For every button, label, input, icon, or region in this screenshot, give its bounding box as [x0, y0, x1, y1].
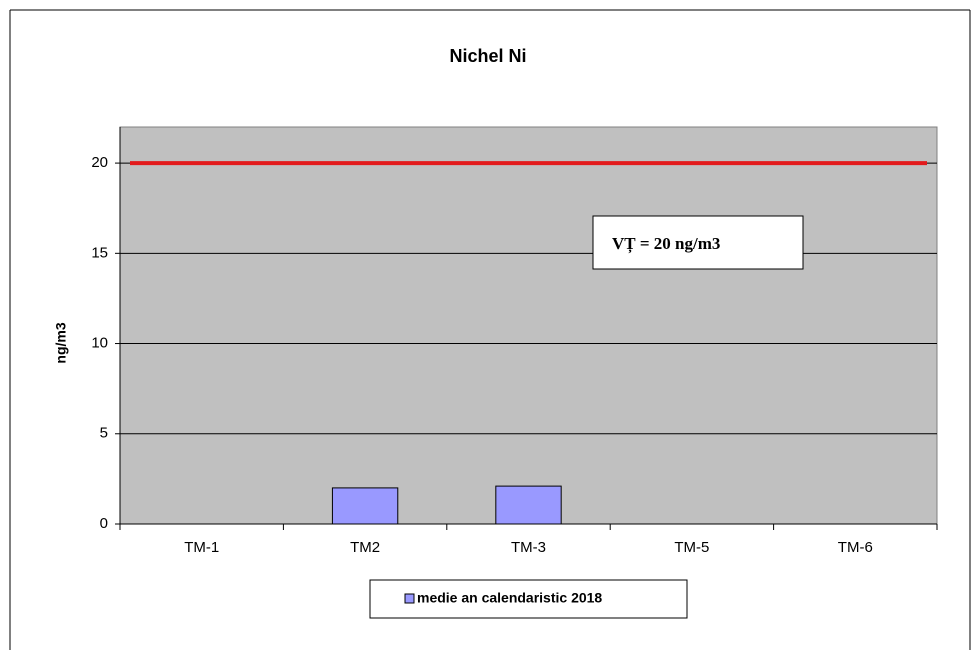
chart-title: Nichel Ni: [449, 46, 526, 66]
x-tick-label: TM-3: [511, 539, 546, 556]
x-tick-label: TM-6: [838, 539, 873, 556]
y-axis-label: ng/m3: [53, 322, 69, 363]
y-tick-label: 5: [100, 425, 108, 442]
y-tick-label: 0: [100, 515, 108, 532]
plot-area: [119, 126, 938, 525]
legend: [369, 579, 688, 619]
legend-swatch: [404, 593, 415, 604]
annotation-box: [592, 215, 804, 270]
y-tick-label: 15: [91, 244, 108, 261]
annotation: VȚ = 20 ng/m3: [612, 234, 720, 254]
bar: [495, 485, 562, 525]
bar: [331, 487, 399, 525]
legend-label: medie an calendaristic 2018: [417, 590, 602, 606]
x-tick-label: TM-5: [674, 539, 709, 556]
x-tick-label: TM-1: [184, 539, 219, 556]
y-tick-label: 20: [91, 154, 108, 171]
x-tick-label: TM2: [350, 539, 380, 556]
y-tick-label: 10: [91, 335, 108, 352]
